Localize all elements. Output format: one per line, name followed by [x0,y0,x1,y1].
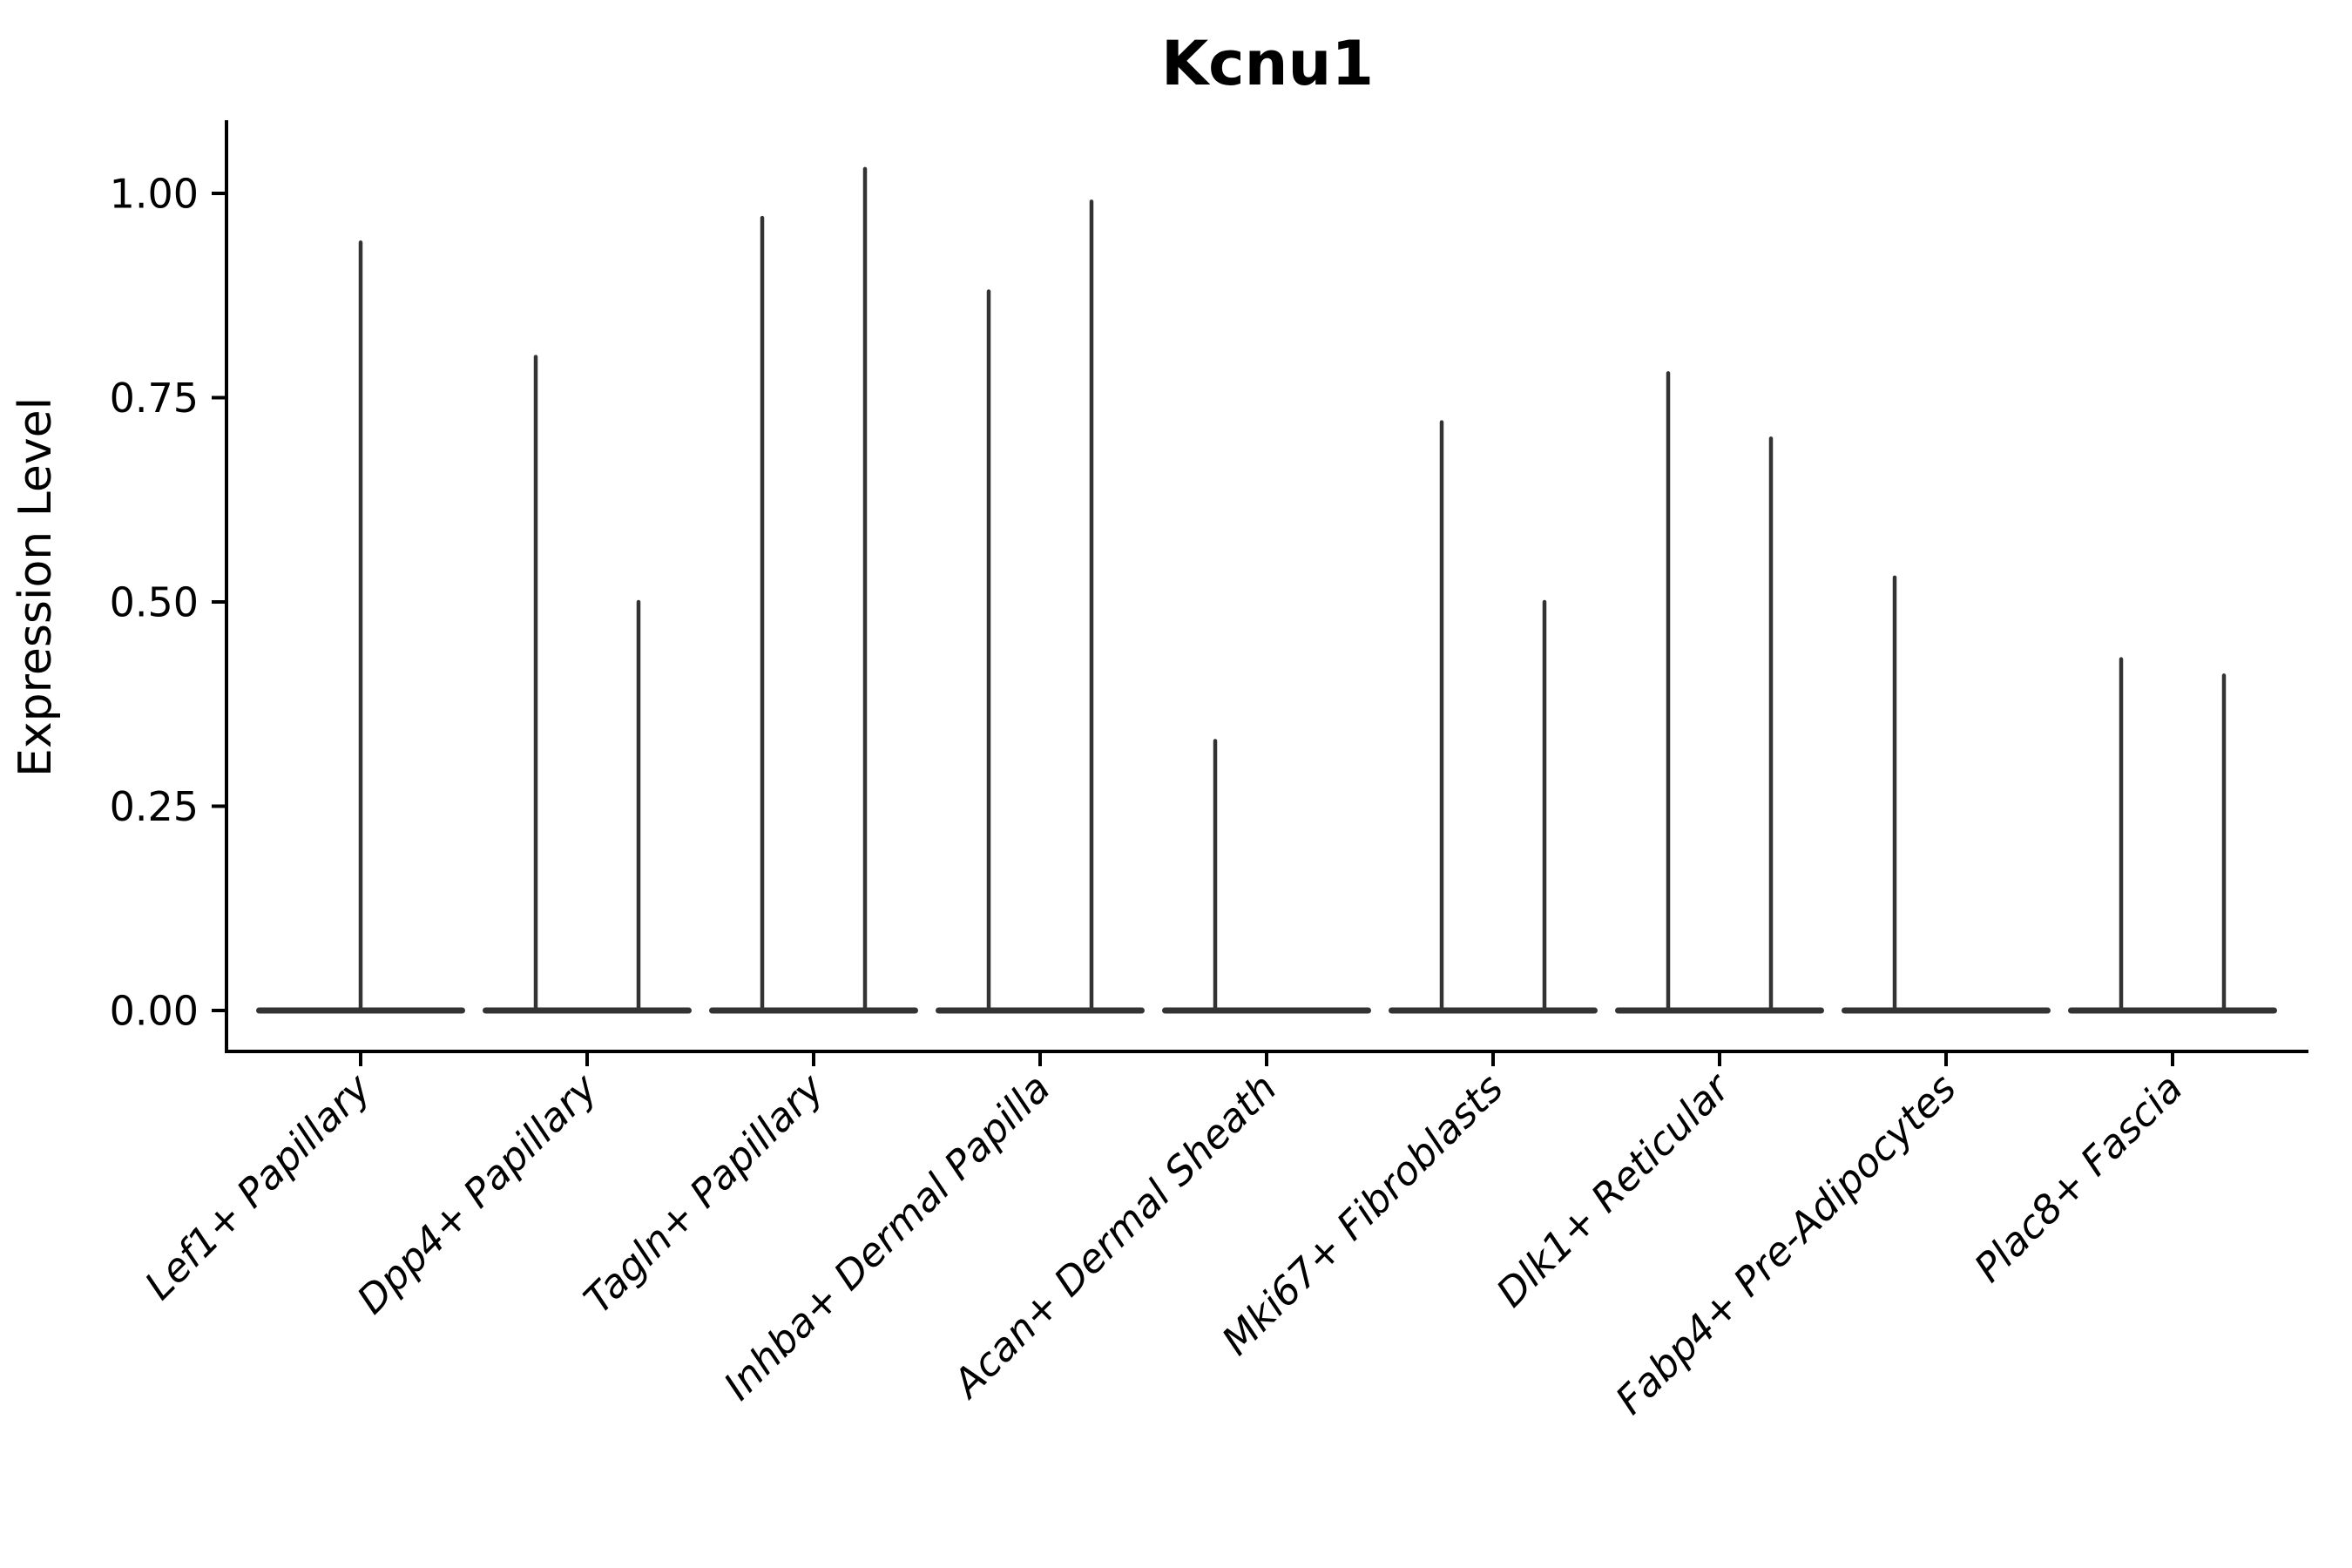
axes-layer [212,120,2308,1066]
chart-title: Kcnu1 [1161,28,1374,99]
violin-base [709,1007,918,1014]
x-tick-label: Tagln+ Papillary [575,1064,834,1322]
violin-base [483,1007,692,1014]
x-tick-label: Plac8+ Fascia [1965,1064,2192,1291]
label-layer: 0.00 0.25 0.50 0.75 1.00 Lef1+ PapillaryDpp4+… [110,171,2192,1423]
violin-layer [256,166,2277,1014]
x-tick-label: Dlk1+ Reticular [1487,1064,1740,1316]
y-tick-label: 1.00 [110,171,199,218]
y-tick-label: 0.00 [110,988,199,1035]
y-tick-label: 0.50 [110,579,199,626]
violin-base [1615,1007,1824,1014]
y-axis-label: Expression Level [10,397,62,777]
x-tick-label: Lef1+ Papillary [136,1064,381,1308]
violin-base [1842,1007,2051,1014]
violin-base [1162,1007,1371,1014]
violin-base [936,1007,1145,1014]
violin-base [2068,1007,2277,1014]
y-tick-label: 0.75 [110,375,199,422]
y-tick-label: 0.25 [110,783,199,830]
violin-base [1389,1007,1598,1014]
x-tick-label: Dpp4+ Papillary [348,1064,607,1322]
